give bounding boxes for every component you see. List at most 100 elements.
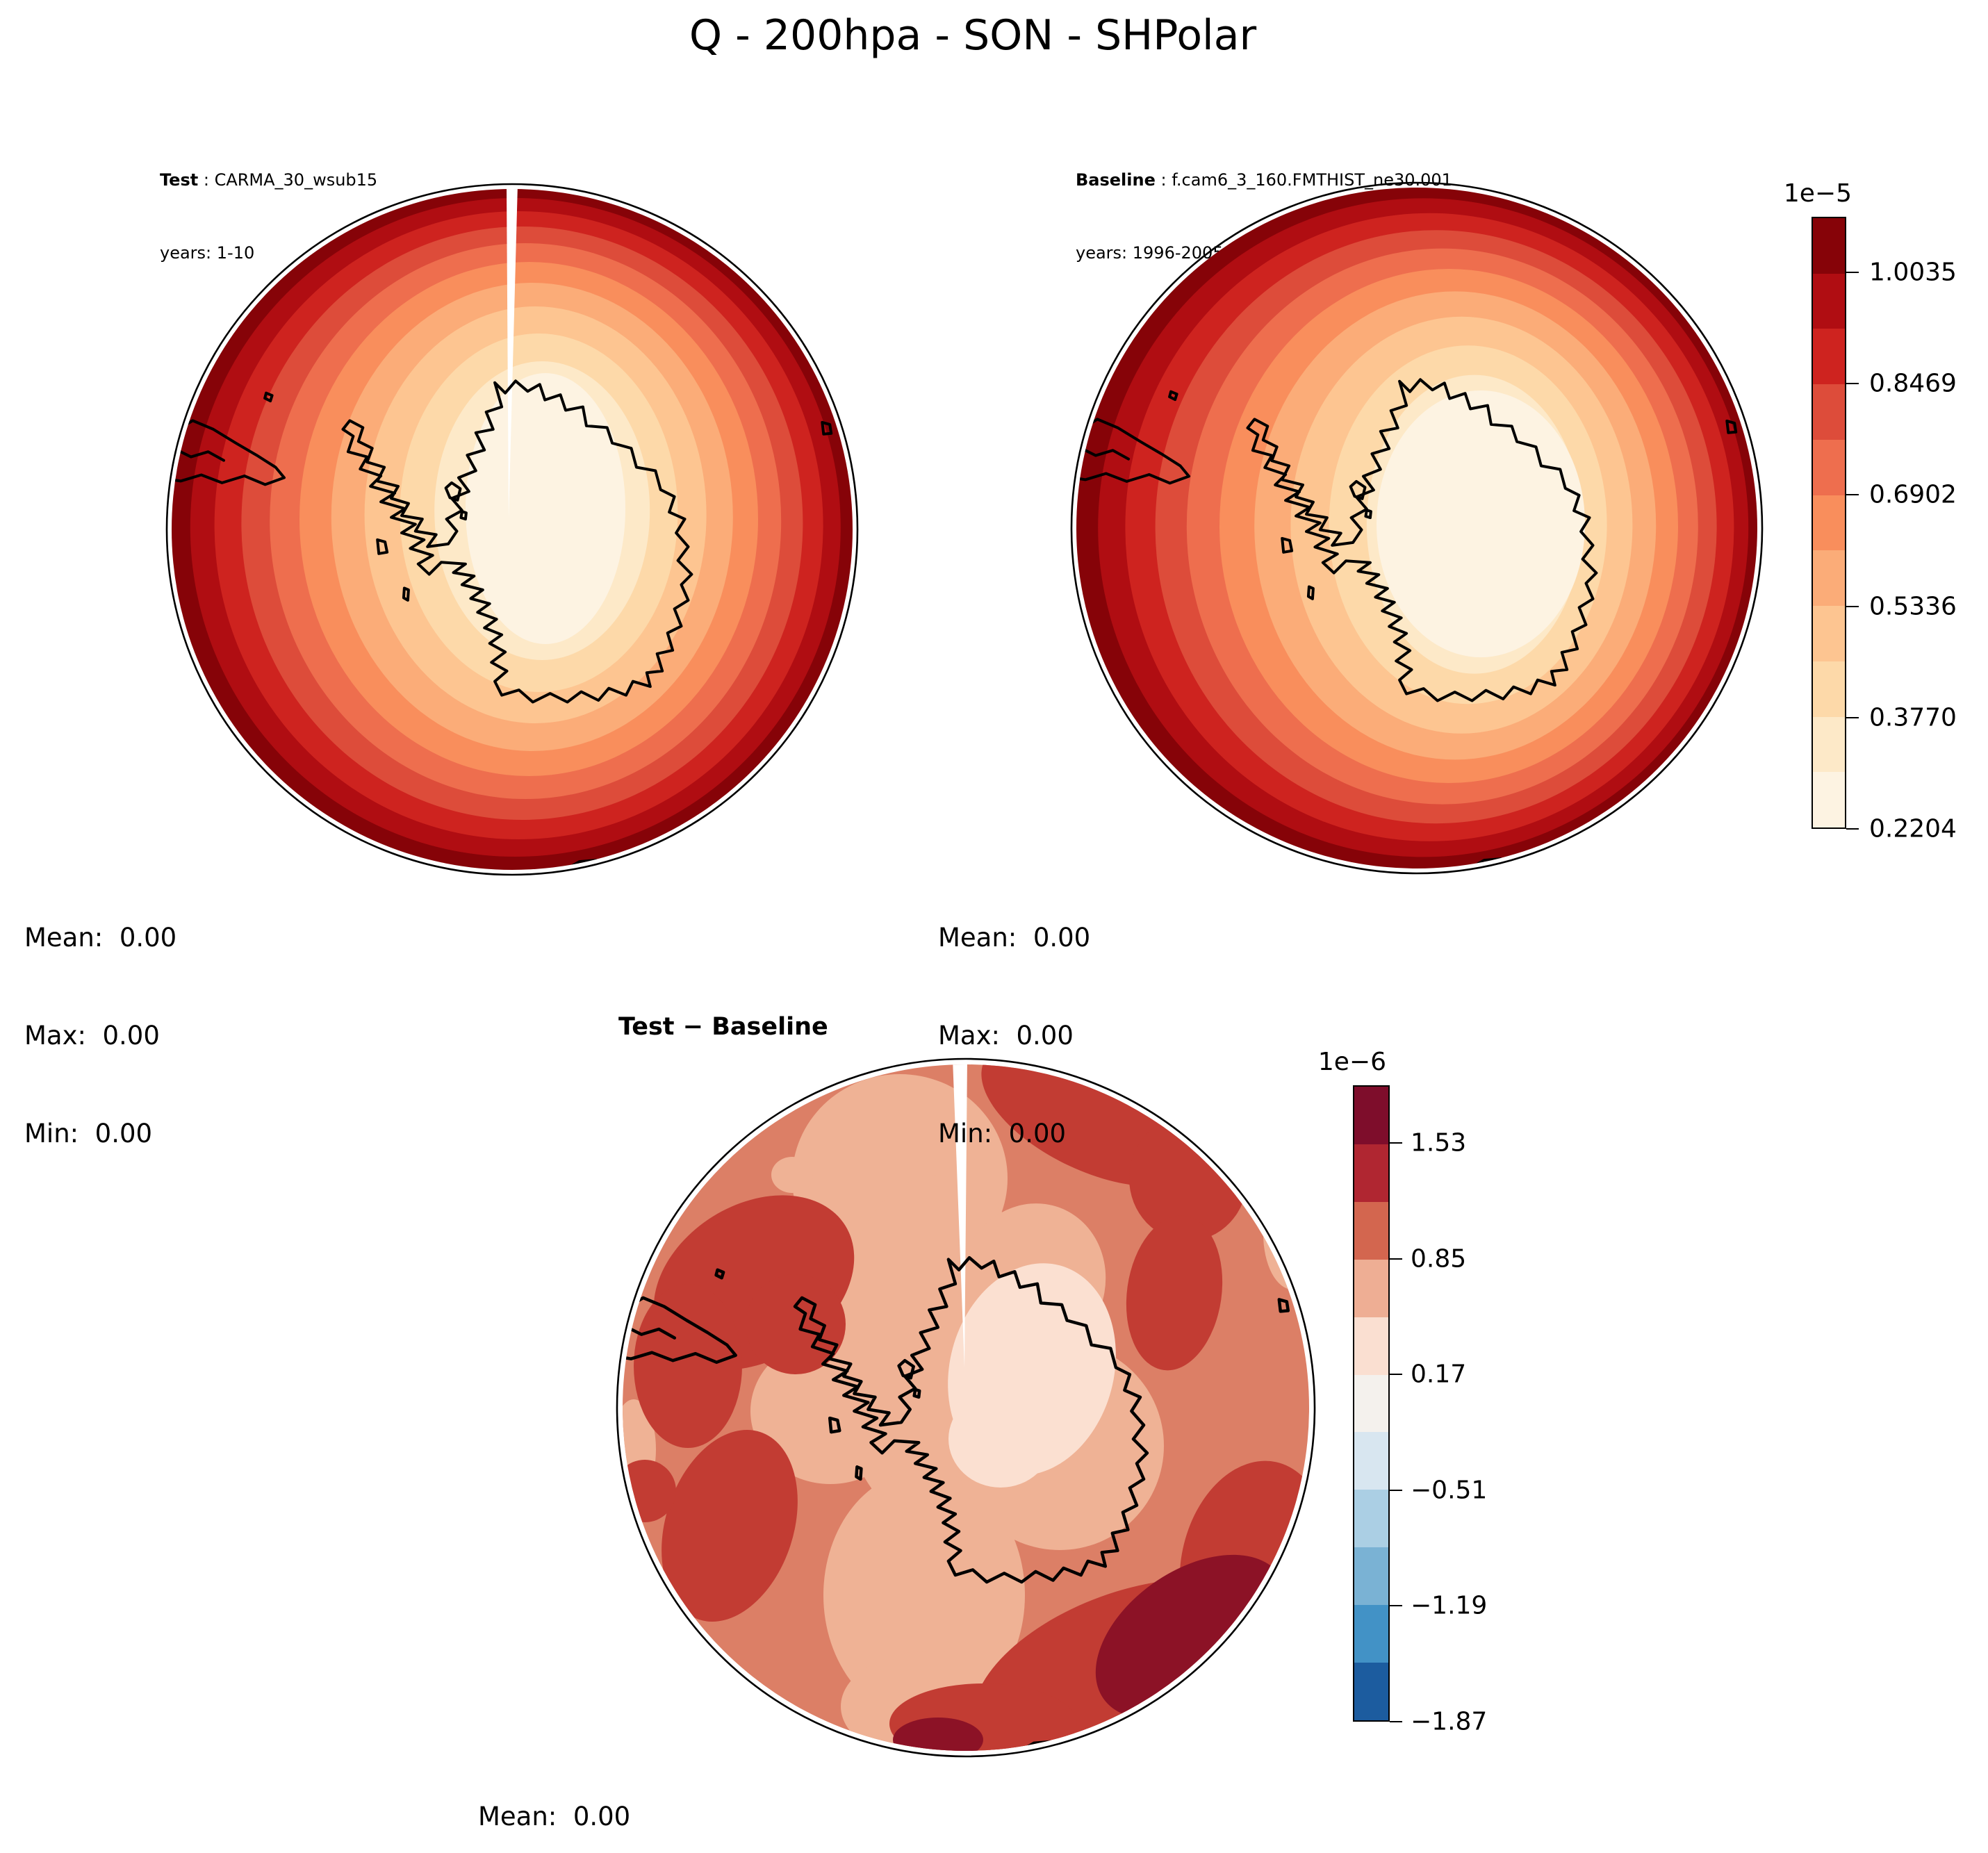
island-coastline: [459, 510, 468, 521]
contour-band: [1377, 390, 1585, 657]
colorbar-segment: [1813, 273, 1845, 329]
colorbar-tick: [1846, 383, 1859, 385]
projection-seam: [953, 1064, 967, 1367]
south-america-coastline-detail: [623, 1324, 677, 1340]
baseline-map: [1070, 181, 1764, 875]
antarctica-coastline: [341, 379, 693, 704]
contour-band: [750, 1338, 910, 1484]
colorbar-segment: [1813, 384, 1845, 440]
test-stat-mean: Mean: 0.00: [24, 923, 177, 953]
colorbar-segment: [1813, 661, 1845, 717]
island-coastline: [1349, 479, 1367, 500]
baseline-stat-min: Min: 0.00: [938, 1119, 1067, 1148]
colorbar-segment: [1354, 1432, 1388, 1490]
diff-panel-title: Test − Baseline: [618, 1013, 828, 1041]
map-boundary-circle: [1070, 181, 1764, 875]
colorbar-segment: [1813, 716, 1845, 773]
test-map: [165, 183, 859, 876]
colorbar-tick-label: 1.53: [1411, 1128, 1467, 1158]
diff-colorbar: [1353, 1085, 1390, 1722]
colorbar-segment: [1354, 1201, 1388, 1260]
colorbar-tick: [1390, 1489, 1402, 1491]
map-data-layer: [172, 189, 853, 870]
colorbar-tick-label: 1.0035: [1869, 258, 1957, 287]
colorbar-tick: [1390, 1721, 1402, 1722]
contour-band: [466, 373, 625, 644]
island-coastline: [821, 420, 833, 436]
colorbar-segment: [1354, 1317, 1388, 1375]
island-coastline: [912, 1387, 921, 1399]
colorbar-tick: [1846, 605, 1859, 607]
island-coastline: [1306, 585, 1315, 600]
colorbar-segment: [1354, 1663, 1388, 1720]
colorbar-tick-label: 0.2204: [1869, 814, 1957, 843]
baseline-header-bold: Baseline: [1076, 170, 1156, 190]
island-coastline: [1281, 536, 1294, 554]
baseline-stat-mean: Mean: 0.00: [938, 923, 1091, 953]
island-coastline: [1168, 390, 1178, 402]
diff-map: [616, 1057, 1316, 1758]
test-panel-header: Test : CARMA_30_wsub15 years: 1-10: [160, 120, 377, 314]
south-america-coastline: [172, 419, 286, 486]
baseline-stats: Mean: 0.00 Max: 0.00 Min: 0.00: [938, 856, 1090, 1215]
diff-colorbar-offset-label: 1e−6: [1317, 1048, 1386, 1076]
colorbar-tick: [1390, 1374, 1402, 1376]
map-boundary-circle: [616, 1057, 1316, 1758]
map-data-layer: [1076, 188, 1757, 868]
contour-band: [771, 1157, 813, 1193]
antarctica-coastline: [793, 1255, 1149, 1584]
island-coastline: [1277, 1298, 1290, 1313]
colorbar-segment: [1354, 1605, 1388, 1663]
south-america-coastline-detail: [1076, 445, 1130, 461]
test-header-line1: Test : CARMA_30_wsub15: [160, 168, 377, 192]
island-coastline: [855, 1465, 863, 1481]
colorbar-tick-label: 0.3770: [1869, 703, 1957, 732]
colorbar-segment: [1354, 1374, 1388, 1433]
colorbar-segment: [1813, 495, 1845, 551]
island-coastline: [828, 1416, 841, 1434]
diff-stat-mean: Mean: 0.00: [478, 1802, 631, 1831]
island-coastline: [714, 1268, 725, 1280]
test-stats: Mean: 0.00 Max: 0.00 Min: 0.00: [24, 856, 176, 1215]
coastline-layer: [623, 1255, 1290, 1751]
colorbar-segment: [1813, 329, 1845, 385]
colorbar-tick-label: 0.85: [1411, 1244, 1467, 1274]
figure-title: Q - 200hpa - SON - SHPolar: [689, 11, 1257, 60]
colorbar-tick-label: 0.6902: [1869, 480, 1957, 509]
south-america-coastline: [1076, 418, 1190, 485]
baseline-header-line1: Baseline : f.cam6_3_160.FMTHIST_ne30.001: [1076, 168, 1452, 192]
island-coastline: [444, 481, 462, 502]
colorbar-segment: [1813, 606, 1845, 661]
south-america-coastline-detail: [172, 447, 225, 462]
test-stat-max: Max: 0.00: [24, 1021, 160, 1051]
colorbar-tick-label: 0.8469: [1869, 369, 1957, 398]
map-boundary-circle: [165, 183, 859, 876]
baseline-header-rest: : f.cam6_3_160.FMTHIST_ne30.001: [1155, 170, 1452, 190]
colorbar-tick: [1390, 1142, 1402, 1144]
colorbar-tick: [1846, 716, 1859, 718]
colorbar-tick-label: −0.51: [1411, 1476, 1488, 1505]
colorbar-segment: [1354, 1144, 1388, 1202]
contour-band: [1126, 1215, 1223, 1371]
baseline-stat-max: Max: 0.00: [938, 1021, 1074, 1051]
colorbar-tick: [1846, 272, 1859, 274]
colorbar-segment: [1813, 772, 1845, 828]
colorbar-tick-label: −1.19: [1411, 1591, 1488, 1620]
colorbar-tick: [1846, 828, 1859, 830]
colorbar-tick: [1846, 494, 1859, 496]
test-header-rest: : CARMA_30_wsub15: [198, 170, 378, 190]
colorbar-segment: [1813, 439, 1845, 495]
colorbar-tick-label: −1.87: [1411, 1707, 1488, 1736]
colorbar-segment: [1354, 1259, 1388, 1317]
test-header-bold: Test: [160, 170, 199, 190]
contour-band: [1263, 1178, 1309, 1290]
colorbar-segment: [1354, 1547, 1388, 1606]
main-colorbar-offset-label: 1e−5: [1783, 179, 1852, 208]
colorbar-tick: [1390, 1605, 1402, 1607]
colorbar-tick: [1390, 1258, 1402, 1260]
antarctica-coastline: [1246, 378, 1598, 702]
test-header-years: years: 1-10: [160, 243, 255, 263]
island-coastline: [263, 391, 274, 403]
island-coastline: [376, 538, 389, 555]
colorbar-tick-label: 0.17: [1411, 1360, 1467, 1389]
